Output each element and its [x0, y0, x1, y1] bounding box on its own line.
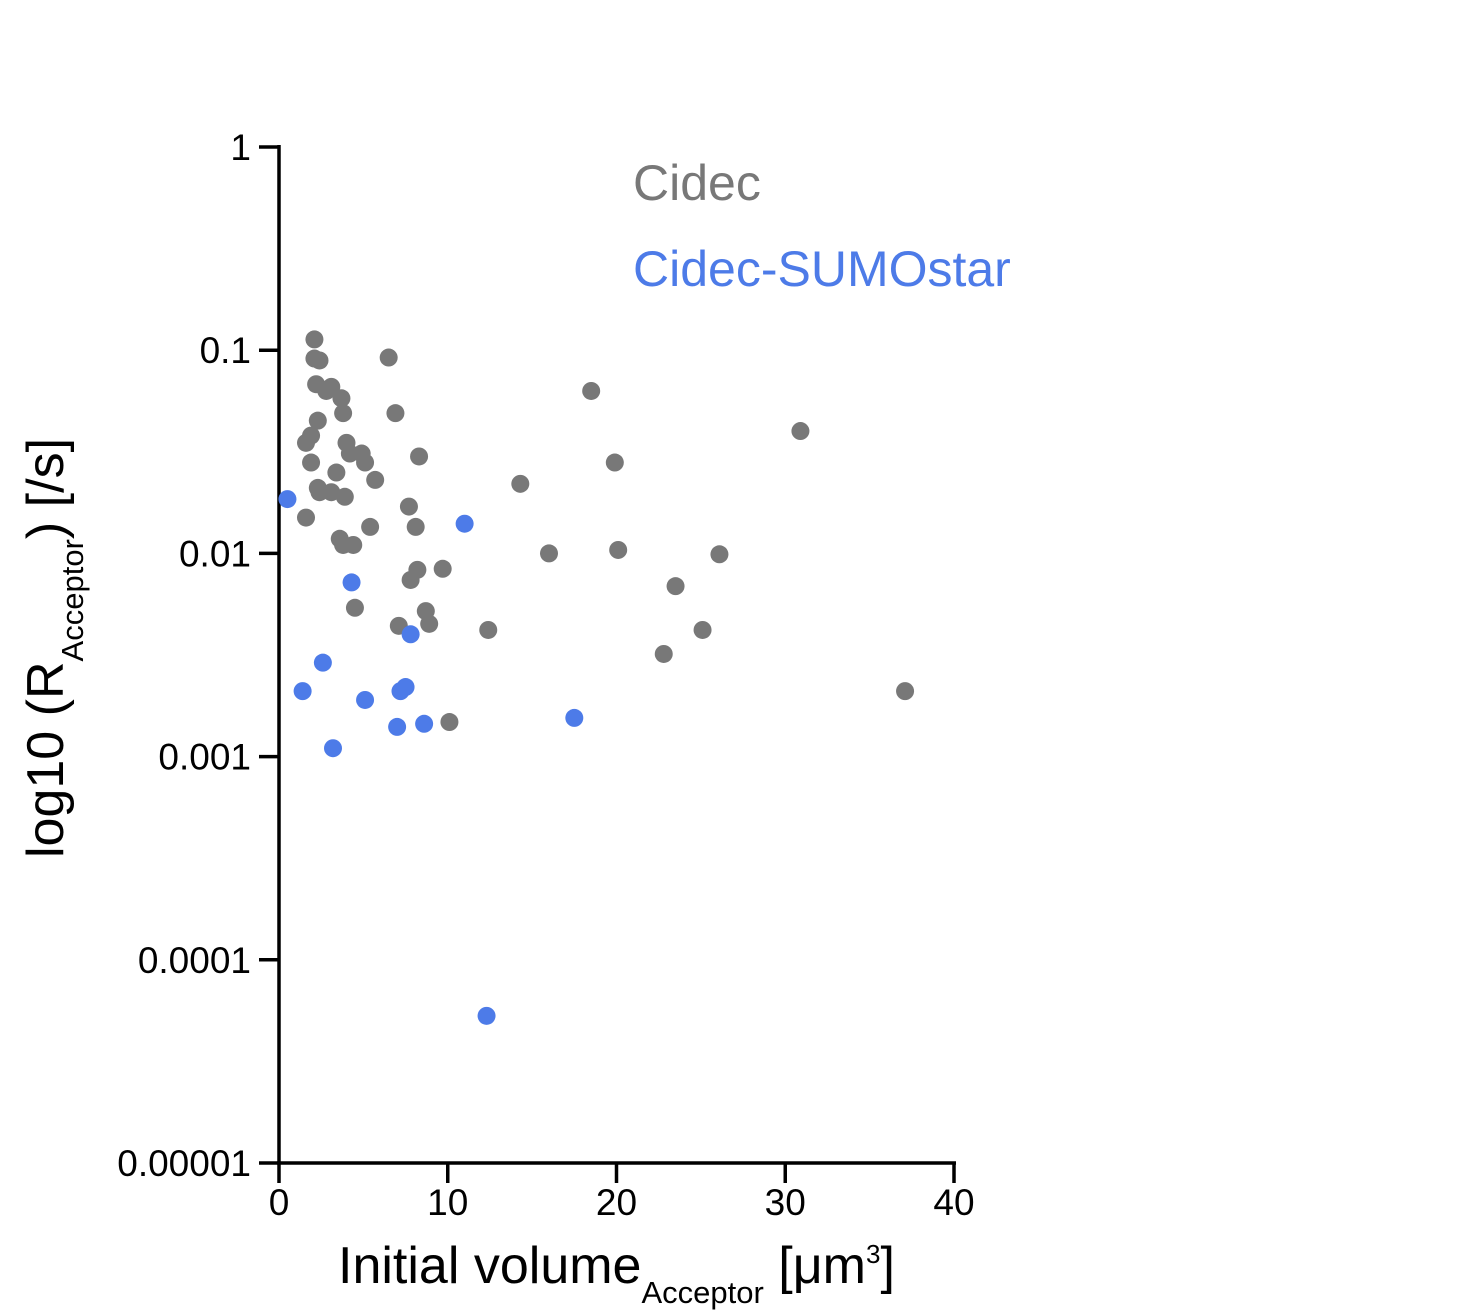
data-point [666, 577, 685, 596]
data-point [297, 433, 315, 452]
x-tick-label: 20 [596, 1182, 637, 1223]
y-tick-label: 0.001 [158, 737, 251, 778]
y-axis-title: log10 (RAcceptor) [/s] [17, 438, 90, 858]
data-point [327, 463, 346, 482]
data-point [420, 614, 439, 633]
y-axis-title-rest: ) [/s] [17, 438, 75, 539]
data-point [379, 348, 398, 367]
data-point [511, 474, 530, 493]
data-point [609, 540, 628, 559]
data-point [565, 708, 584, 727]
x-axis-title-unit-close: ] [880, 1237, 894, 1295]
data-point [361, 517, 380, 536]
data-point [410, 447, 429, 466]
y-axis-title-main: log10 (R [17, 661, 75, 858]
data-point [440, 713, 459, 732]
series-cidec-sumostar [278, 490, 584, 1025]
data-point [896, 682, 915, 701]
data-point [302, 453, 321, 472]
data-point [335, 487, 354, 506]
x-ticks: 0 10 20 30 40 [269, 1163, 975, 1223]
data-point [654, 644, 673, 663]
data-point [605, 453, 624, 472]
data-point [455, 514, 474, 533]
data-point [693, 620, 712, 639]
data-point [322, 483, 341, 502]
data-point [305, 330, 324, 349]
data-point [477, 1006, 496, 1025]
x-axis-title-unit: [μm [764, 1237, 866, 1295]
data-point [406, 517, 425, 536]
legend-entry-cidec: Cidec [633, 155, 761, 211]
data-point [297, 508, 315, 527]
data-point [334, 404, 353, 423]
series-cidec [297, 330, 915, 732]
data-point [366, 470, 385, 489]
x-axis-title: Initial volumeAcceptor [μm3] [338, 1237, 895, 1310]
data-point [415, 714, 434, 733]
data-point [342, 573, 361, 592]
data-points [278, 330, 915, 1025]
data-point [386, 404, 405, 423]
y-tick-label: 0.1 [200, 330, 251, 371]
data-point [401, 570, 420, 589]
data-point [433, 559, 452, 578]
data-point [356, 690, 375, 709]
x-axis-title-main: Initial volume [338, 1237, 641, 1295]
data-point [401, 625, 420, 644]
data-point [344, 535, 363, 554]
data-point [278, 490, 297, 509]
legend-entry-cidec-sumostar: Cidec-SUMOstar [633, 241, 1011, 297]
data-point [540, 544, 558, 563]
data-point [710, 545, 729, 564]
y-tick-label: 0.00001 [117, 1143, 251, 1184]
data-point [308, 411, 327, 430]
data-point [396, 678, 415, 697]
data-point [324, 739, 342, 758]
data-point [388, 717, 407, 736]
y-tick-label: 0.01 [179, 533, 251, 574]
x-tick-label: 10 [427, 1182, 468, 1223]
data-point [313, 653, 332, 672]
data-point [310, 351, 329, 370]
x-tick-label: 0 [269, 1182, 290, 1223]
data-point [399, 497, 418, 516]
y-axis-title-subscript: Acceptor [55, 539, 90, 661]
legend: Cidec Cidec-SUMOstar [633, 155, 1011, 297]
y-tick-label: 0.0001 [138, 940, 251, 981]
data-point [332, 389, 351, 408]
y-tick-label: 1 [230, 127, 251, 168]
data-point [479, 620, 498, 639]
data-point [293, 682, 312, 701]
x-axis-title-subscript: Acceptor [641, 1275, 763, 1310]
x-tick-label: 40 [933, 1182, 974, 1223]
data-point [345, 598, 364, 617]
data-point [582, 381, 601, 400]
data-point [356, 453, 375, 472]
x-axis-title-superscript: 3 [866, 1239, 880, 1269]
x-tick-label: 30 [765, 1182, 806, 1223]
y-ticks: 1 0.1 0.01 0.001 0.0001 0.00001 [117, 127, 279, 1184]
data-point [791, 422, 810, 441]
